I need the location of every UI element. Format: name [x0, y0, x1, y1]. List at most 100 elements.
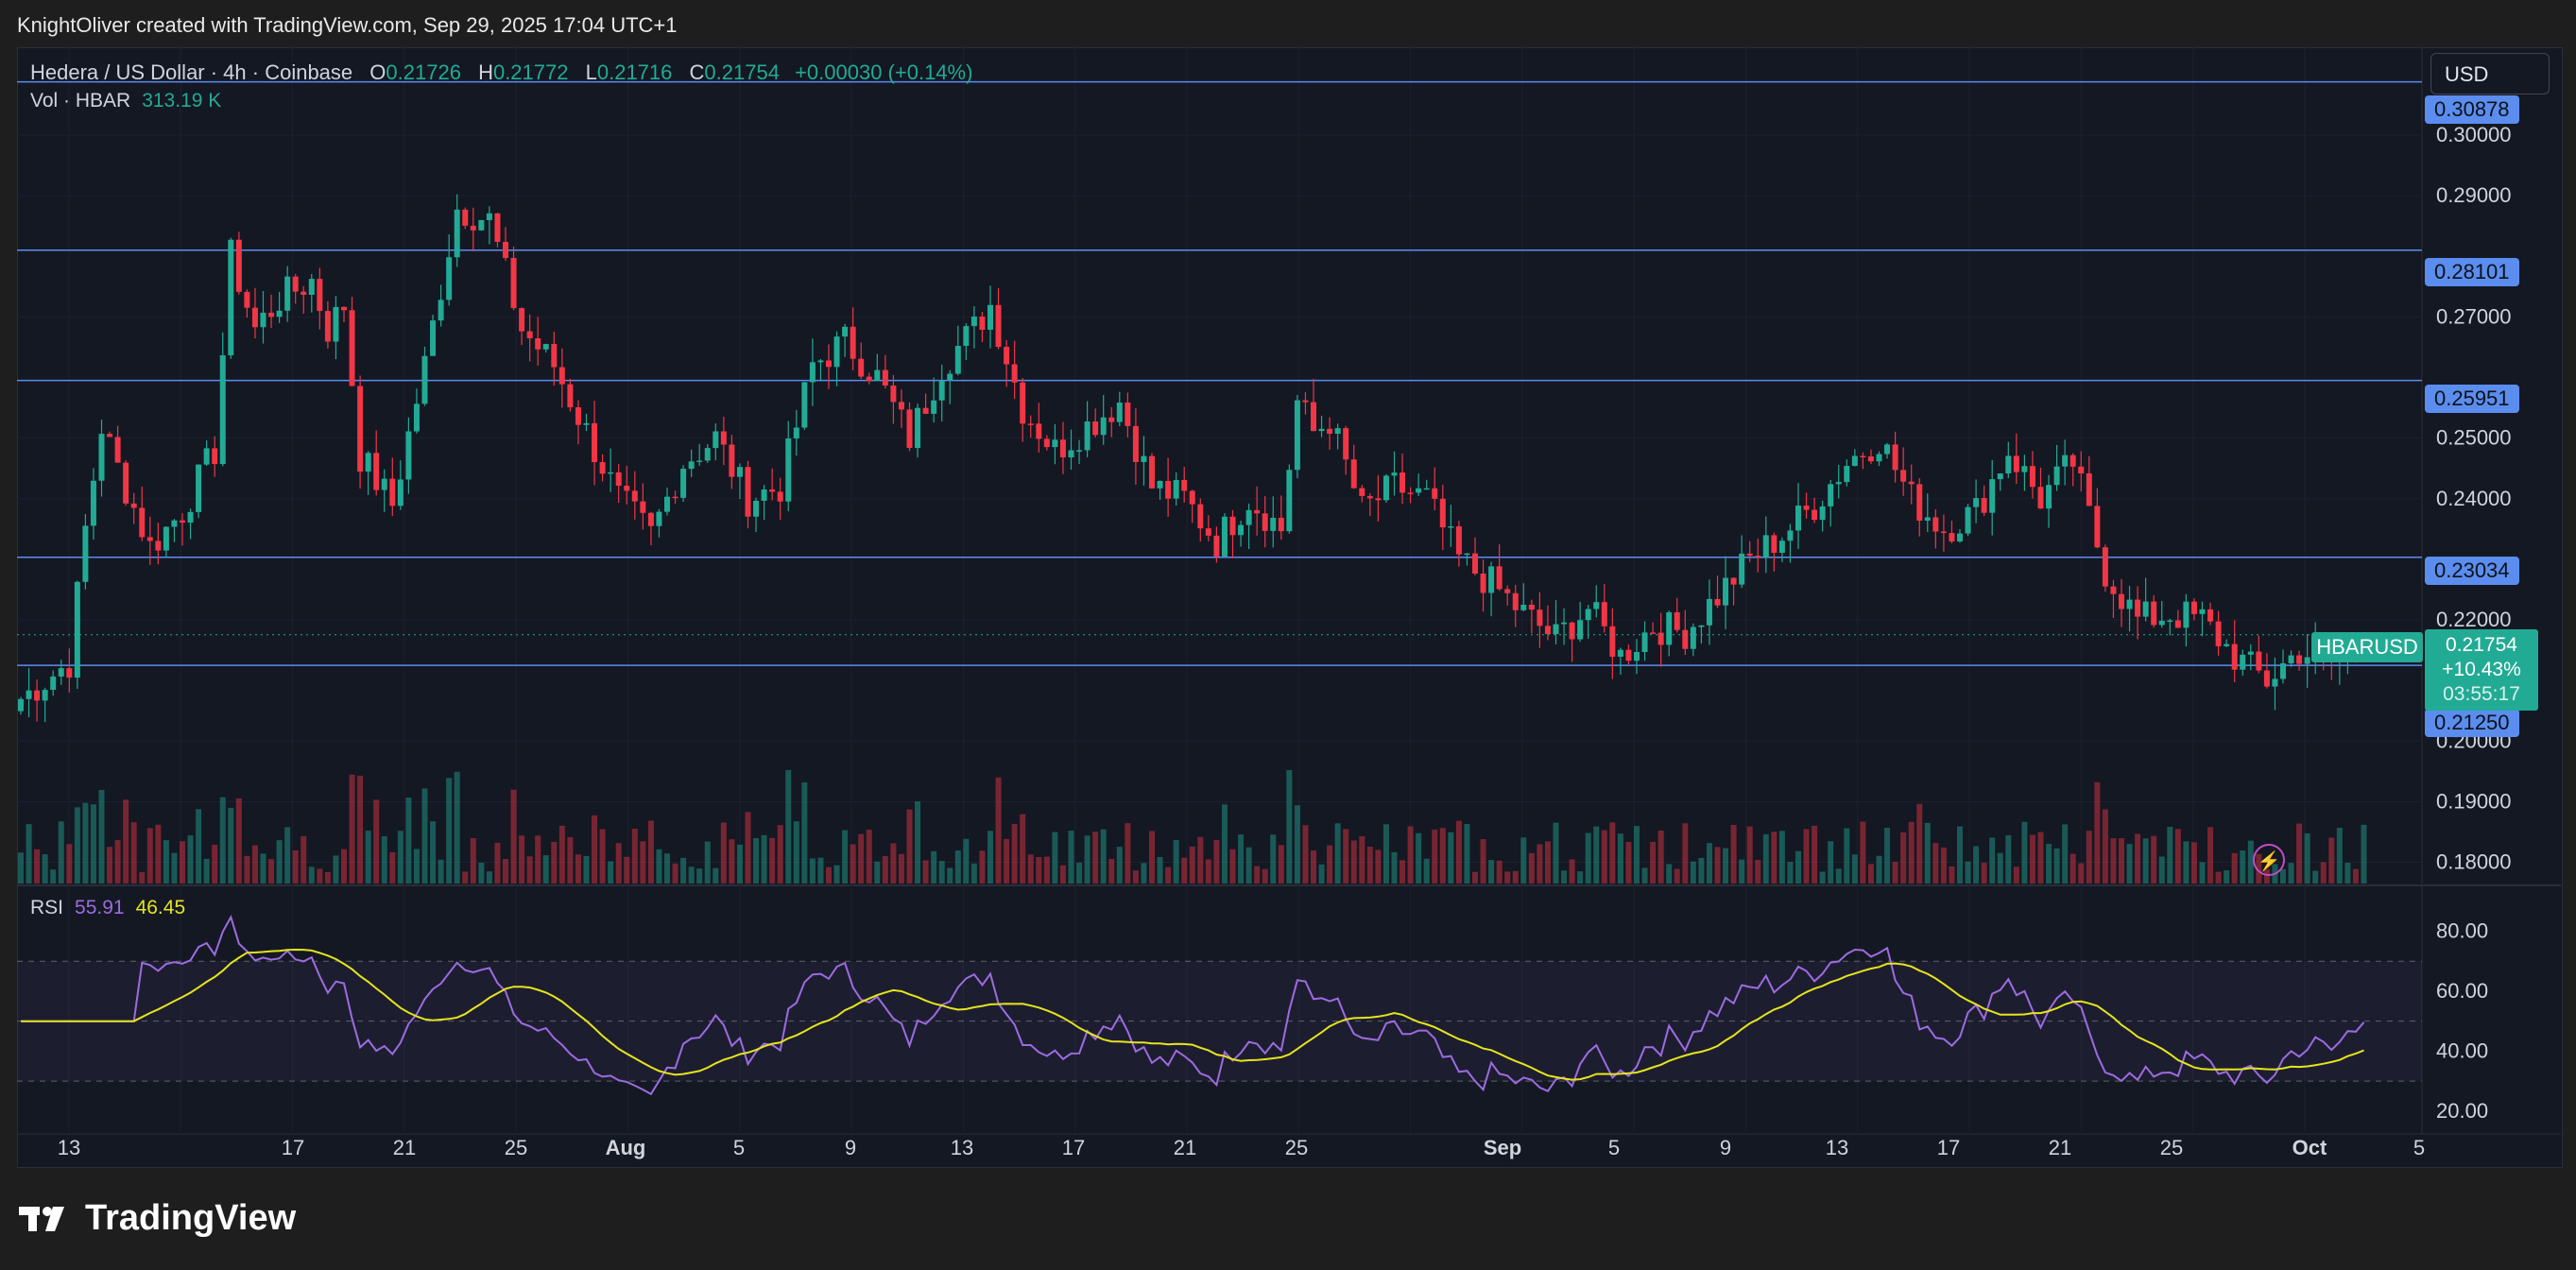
candle-body[interactable]: [1213, 535, 1220, 557]
candle-body[interactable]: [777, 491, 783, 502]
candle-body[interactable]: [1286, 470, 1293, 532]
candle-body[interactable]: [26, 690, 32, 699]
candle-body[interactable]: [2053, 466, 2060, 486]
candle-body[interactable]: [2263, 670, 2270, 687]
candle-body[interactable]: [171, 520, 178, 527]
candle-body[interactable]: [146, 537, 153, 541]
candle-body[interactable]: [308, 279, 315, 296]
candle-body[interactable]: [139, 507, 146, 538]
candle-body[interactable]: [713, 431, 719, 449]
candle-body[interactable]: [1238, 524, 1245, 536]
candle-body[interactable]: [1229, 516, 1236, 536]
candle-body[interactable]: [413, 403, 420, 432]
candle-body[interactable]: [890, 385, 897, 403]
candle-body[interactable]: [292, 276, 299, 292]
candle-body[interactable]: [1730, 577, 1737, 585]
candle-body[interactable]: [1004, 347, 1010, 365]
candle-body[interactable]: [672, 496, 678, 499]
level-label[interactable]: 0.23034: [2425, 557, 2519, 585]
candle-body[interactable]: [1270, 517, 1277, 531]
candle-body[interactable]: [2102, 547, 2108, 587]
candle-body[interactable]: [1997, 473, 2003, 480]
candle-body[interactable]: [1011, 364, 1018, 383]
candle-body[interactable]: [1617, 649, 1623, 657]
candle-body[interactable]: [1343, 428, 1349, 460]
candle-body[interactable]: [1125, 403, 1131, 426]
candle-body[interactable]: [551, 344, 558, 368]
candle-body[interactable]: [2280, 662, 2286, 679]
candle-body[interactable]: [2078, 466, 2085, 473]
candle-body[interactable]: [421, 355, 428, 404]
candle-body[interactable]: [34, 690, 41, 701]
candle-body[interactable]: [1439, 498, 1446, 528]
candle-body[interactable]: [2005, 455, 2012, 474]
candle-body[interactable]: [567, 384, 574, 408]
candle-body[interactable]: [389, 478, 396, 506]
candle-body[interactable]: [704, 448, 711, 461]
candle-body[interactable]: [381, 478, 387, 490]
candle-body[interactable]: [1682, 629, 1689, 649]
candle-body[interactable]: [1197, 504, 1204, 529]
candle-body[interactable]: [1714, 598, 1721, 606]
candle-body[interactable]: [2183, 601, 2190, 628]
candle-body[interactable]: [970, 316, 977, 327]
candle-body[interactable]: [397, 479, 404, 506]
candle-body[interactable]: [1957, 533, 1963, 542]
candle-body[interactable]: [260, 312, 266, 328]
candle-body[interactable]: [2215, 621, 2222, 646]
candle-body[interactable]: [1973, 498, 1980, 507]
candle-body[interactable]: [1254, 509, 1261, 514]
candle-body[interactable]: [2086, 472, 2092, 506]
candle-body[interactable]: [1544, 626, 1551, 635]
candle-body[interactable]: [2247, 651, 2254, 655]
candle-body[interactable]: [1787, 530, 1794, 541]
candle-body[interactable]: [688, 461, 695, 470]
candle-body[interactable]: [583, 422, 590, 425]
candle-body[interactable]: [2126, 599, 2133, 609]
candle-body[interactable]: [1141, 455, 1147, 462]
candle-body[interactable]: [1690, 626, 1696, 649]
candle-body[interactable]: [1577, 620, 1584, 640]
candle-body[interactable]: [1221, 516, 1228, 557]
candle-body[interactable]: [98, 434, 105, 481]
candle-body[interactable]: [979, 316, 986, 331]
candle-body[interactable]: [2151, 601, 2157, 626]
level-label[interactable]: 0.28101: [2425, 258, 2519, 286]
candle-body[interactable]: [1318, 428, 1325, 432]
candle-body[interactable]: [1464, 553, 1470, 556]
candle-body[interactable]: [1391, 472, 1398, 476]
candle-body[interactable]: [74, 581, 80, 678]
candle-body[interactable]: [1076, 450, 1083, 452]
candle-body[interactable]: [1027, 423, 1034, 425]
candle-body[interactable]: [1100, 417, 1107, 436]
candle-body[interactable]: [963, 326, 970, 347]
candle-body[interactable]: [333, 306, 339, 342]
candle-body[interactable]: [123, 462, 129, 504]
candle-body[interactable]: [1609, 626, 1616, 657]
candle-body[interactable]: [1245, 509, 1252, 525]
candle-body[interactable]: [842, 326, 849, 337]
candle-body[interactable]: [592, 422, 598, 463]
candle-body[interactable]: [753, 500, 760, 517]
candle-body[interactable]: [1625, 649, 1632, 661]
candle-body[interactable]: [1116, 403, 1123, 422]
candle-body[interactable]: [1084, 421, 1091, 451]
candle-body[interactable]: [187, 511, 194, 523]
candle-body[interactable]: [1723, 577, 1729, 606]
candle-body[interactable]: [446, 257, 453, 300]
candle-body[interactable]: [2021, 466, 2028, 472]
candle-body[interactable]: [1020, 382, 1026, 424]
candle-body[interactable]: [2110, 586, 2117, 594]
candle-body[interactable]: [2240, 654, 2246, 670]
candle-body[interactable]: [1569, 622, 1575, 640]
candle-body[interactable]: [1844, 466, 1850, 483]
level-label[interactable]: 0.30878: [2425, 95, 2519, 124]
candle-body[interactable]: [664, 496, 670, 512]
candle-body[interactable]: [503, 241, 508, 258]
candle-body[interactable]: [365, 453, 371, 472]
candle-body[interactable]: [1876, 454, 1882, 462]
candle-body[interactable]: [357, 386, 364, 472]
candle-body[interactable]: [1561, 622, 1568, 625]
candle-body[interactable]: [1771, 535, 1777, 554]
candle-body[interactable]: [2190, 601, 2197, 614]
